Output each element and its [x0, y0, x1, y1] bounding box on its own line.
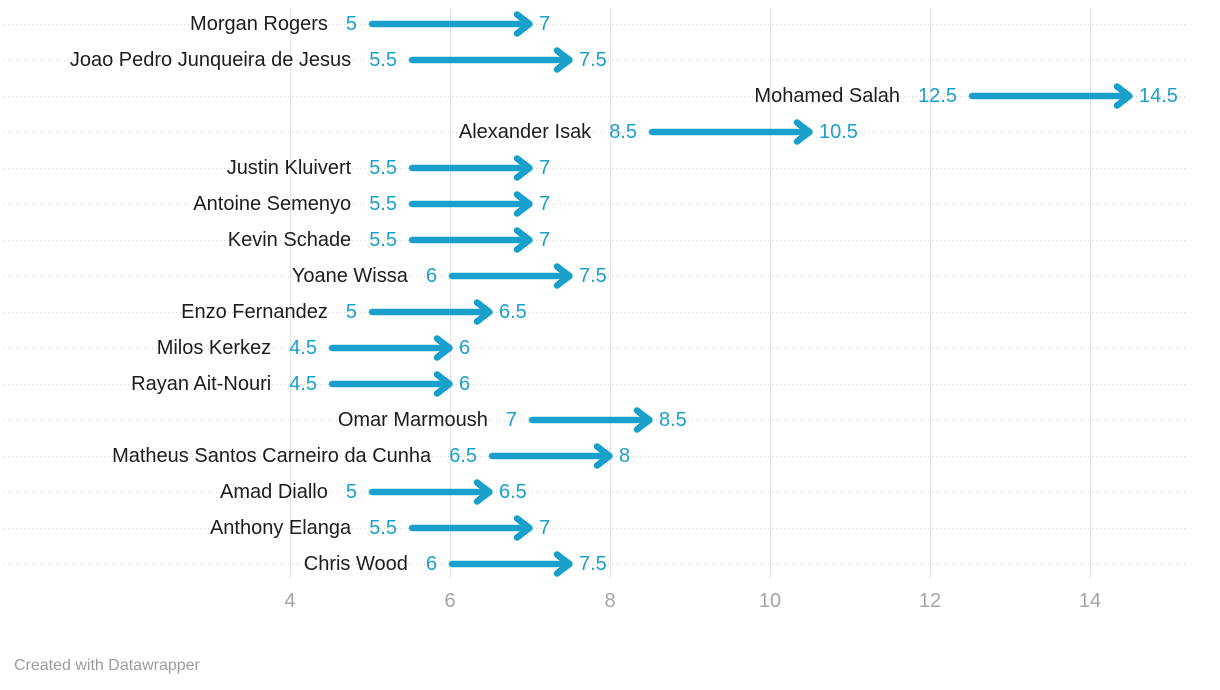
x-gridline [289, 8, 291, 578]
player-row-labels: Mohamed Salah 12.5 [754, 78, 957, 114]
start-value: 5 [345, 13, 357, 35]
end-value: 7.5 [579, 553, 607, 575]
end-value: 7 [539, 157, 551, 179]
row-gridline [4, 95, 1186, 97]
player-name: Omar Marmoush [337, 409, 488, 431]
player-row-labels: Morgan Rogers 5 [190, 6, 357, 42]
end-value: 10.5 [819, 121, 858, 143]
end-value: 6 [459, 373, 471, 395]
x-tick-label: 10 [758, 590, 782, 612]
end-value: 8 [619, 445, 631, 467]
datawrapper-credit-link[interactable]: Created with Datawrapper [14, 657, 200, 674]
x-tick-label: 8 [604, 590, 616, 612]
x-gridline [769, 8, 771, 578]
x-gridline [609, 8, 611, 578]
end-value: 6.5 [499, 481, 527, 503]
end-value: 14.5 [1139, 85, 1178, 107]
player-row-labels: Justin Kluivert 5.5 [227, 150, 397, 186]
player-row-labels: Omar Marmoush 7 [338, 402, 517, 438]
player-name: Mohamed Salah [754, 85, 901, 107]
row-gridline [4, 527, 1186, 529]
x-gridline [929, 8, 931, 578]
start-value: 8.5 [609, 121, 637, 143]
player-row-labels: Anthony Elanga 5.5 [210, 510, 397, 546]
start-value: 4.5 [289, 373, 317, 395]
row-gridline [4, 131, 1186, 133]
end-value: 7 [539, 193, 551, 215]
start-value: 7 [505, 409, 517, 431]
end-value: 7 [539, 517, 551, 539]
start-value: 4.5 [289, 337, 317, 359]
x-gridline [1089, 8, 1091, 578]
player-name: Milos Kerkez [156, 337, 272, 359]
start-value: 5.5 [369, 157, 397, 179]
start-value: 5 [345, 481, 357, 503]
start-value: 6.5 [449, 445, 477, 467]
player-name: Kevin Schade [227, 229, 352, 251]
player-name: Yoane Wissa [291, 265, 408, 287]
start-value: 5 [345, 301, 357, 323]
player-name: Matheus Santos Carneiro da Cunha [112, 445, 432, 467]
end-value: 8.5 [659, 409, 687, 431]
x-gridline [449, 8, 451, 578]
player-row-labels: Enzo Fernandez 5 [181, 294, 357, 330]
x-tick-label: 14 [1078, 590, 1102, 612]
row-gridline [4, 239, 1186, 241]
row-gridline [4, 347, 1186, 349]
row-gridline [4, 203, 1186, 205]
row-gridline [4, 419, 1186, 421]
row-gridline [4, 311, 1186, 313]
start-value: 5.5 [369, 193, 397, 215]
start-value: 5.5 [369, 49, 397, 71]
player-row-labels: Yoane Wissa 6 [292, 258, 437, 294]
row-gridline [4, 491, 1186, 493]
player-row-labels: Chris Wood 6 [304, 546, 437, 582]
end-value: 6.5 [499, 301, 527, 323]
player-name: Alexander Isak [458, 121, 592, 143]
player-name: Morgan Rogers [190, 13, 328, 35]
player-name: Chris Wood [303, 553, 408, 575]
row-gridline [4, 383, 1186, 385]
end-value: 7 [539, 229, 551, 251]
player-name: Amad Diallo [220, 481, 328, 503]
end-value: 7.5 [579, 49, 607, 71]
player-row-labels: Rayan Ait-Nouri 4.5 [131, 366, 317, 402]
player-name: Joao Pedro Junqueira de Jesus [69, 49, 352, 71]
player-name: Justin Kluivert [226, 157, 352, 179]
player-row-labels: Joao Pedro Junqueira de Jesus 5.5 [70, 42, 397, 78]
player-name: Enzo Fernandez [181, 301, 328, 323]
start-value: 6 [425, 553, 437, 575]
row-gridline [4, 23, 1186, 25]
x-tick-label: 6 [444, 590, 456, 612]
start-value: 5.5 [369, 517, 397, 539]
player-row-labels: Matheus Santos Carneiro da Cunha 6.5 [112, 438, 477, 474]
end-value: 6 [459, 337, 471, 359]
player-row-labels: Milos Kerkez 4.5 [157, 330, 317, 366]
player-row-labels: Alexander Isak 8.5 [459, 114, 637, 150]
end-value: 7.5 [579, 265, 607, 287]
player-name: Rayan Ait-Nouri [131, 373, 272, 395]
row-gridline [4, 59, 1186, 61]
x-tick-label: 4 [284, 590, 296, 612]
x-tick-label: 12 [918, 590, 942, 612]
player-row-labels: Kevin Schade 5.5 [228, 222, 397, 258]
start-value: 12.5 [918, 85, 957, 107]
player-name: Anthony Elanga [209, 517, 352, 539]
player-name: Antoine Semenyo [193, 193, 352, 215]
row-gridline [4, 563, 1186, 565]
player-row-labels: Amad Diallo 5 [220, 474, 357, 510]
player-row-labels: Antoine Semenyo 5.5 [193, 186, 397, 222]
start-value: 6 [425, 265, 437, 287]
end-value: 7 [539, 13, 551, 35]
row-gridline [4, 275, 1186, 277]
start-value: 5.5 [369, 229, 397, 251]
row-gridline [4, 167, 1186, 169]
